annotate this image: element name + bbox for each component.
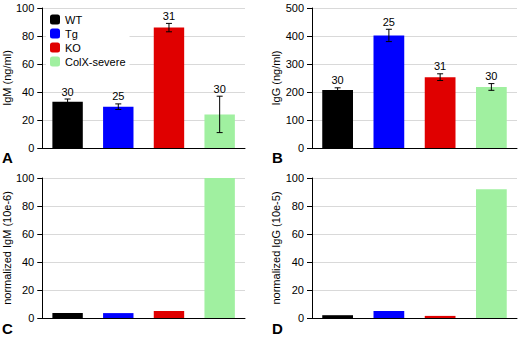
svg-text:80: 80 [292, 200, 304, 212]
svg-text:normalized IgG (10e-5): normalized IgG (10e-5) [270, 191, 282, 304]
svg-text:B: B [272, 149, 283, 166]
svg-text:60: 60 [22, 58, 34, 70]
svg-text:31: 31 [163, 10, 175, 22]
svg-text:WT: WT [65, 14, 82, 26]
svg-text:30: 30 [332, 74, 344, 86]
svg-text:300: 300 [286, 58, 304, 70]
svg-text:40: 40 [292, 256, 304, 268]
svg-text:A: A [2, 149, 13, 166]
svg-text:normalized IgM (10e-6): normalized IgM (10e-6) [1, 191, 13, 305]
svg-text:30: 30 [214, 83, 226, 95]
svg-text:KO: KO [65, 42, 81, 54]
svg-text:30: 30 [485, 70, 497, 82]
svg-text:D: D [272, 320, 283, 337]
svg-text:0: 0 [298, 312, 304, 324]
svg-text:40: 40 [22, 86, 34, 98]
svg-text:100: 100 [16, 2, 34, 14]
svg-text:20: 20 [22, 284, 34, 296]
svg-text:80: 80 [22, 200, 34, 212]
svg-text:40: 40 [22, 256, 34, 268]
svg-text:20: 20 [292, 284, 304, 296]
svg-text:500: 500 [286, 2, 304, 14]
svg-text:100: 100 [286, 172, 304, 184]
svg-text:IgM (ng/ml): IgM (ng/ml) [1, 50, 13, 106]
svg-text:60: 60 [292, 228, 304, 240]
svg-text:60: 60 [22, 228, 34, 240]
svg-text:100: 100 [286, 114, 304, 126]
svg-text:200: 200 [286, 86, 304, 98]
svg-text:25: 25 [383, 16, 395, 28]
svg-text:Tg: Tg [65, 28, 78, 40]
svg-text:100: 100 [16, 172, 34, 184]
svg-text:20: 20 [22, 114, 34, 126]
svg-text:31: 31 [434, 60, 446, 72]
svg-text:ColX-severe: ColX-severe [65, 56, 126, 68]
svg-text:25: 25 [112, 90, 124, 102]
svg-text:0: 0 [28, 312, 34, 324]
svg-text:C: C [2, 320, 13, 337]
svg-text:30: 30 [61, 86, 73, 98]
svg-text:IgG (ng/ml): IgG (ng/ml) [270, 50, 282, 105]
svg-text:0: 0 [28, 142, 34, 154]
svg-text:400: 400 [286, 30, 304, 42]
svg-text:80: 80 [22, 30, 34, 42]
svg-text:0: 0 [298, 142, 304, 154]
